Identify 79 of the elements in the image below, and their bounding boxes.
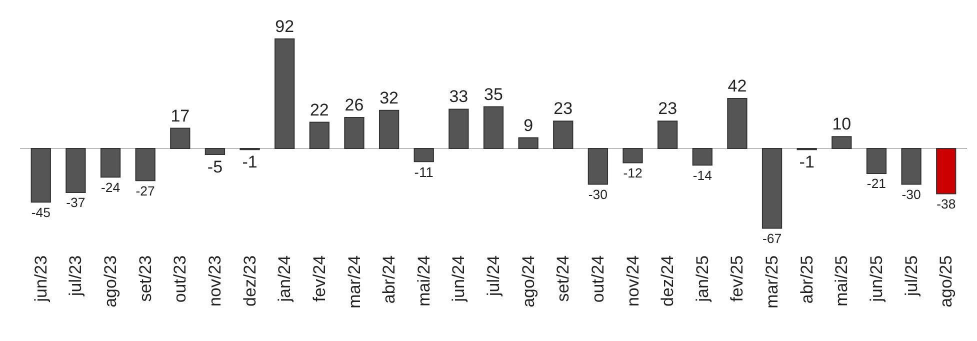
data-label: 33 bbox=[449, 87, 468, 106]
bar bbox=[66, 148, 86, 194]
x-tick-label: mai/25 bbox=[832, 255, 852, 306]
x-tick-label: jun/24 bbox=[449, 255, 468, 303]
x-tick-label: nov/23 bbox=[205, 255, 224, 306]
x-tick-label: dez/23 bbox=[240, 255, 260, 306]
x-tick-label: abr/24 bbox=[380, 255, 399, 304]
data-label: 9 bbox=[524, 116, 534, 135]
bar bbox=[658, 120, 678, 149]
x-tick-label: jul/25 bbox=[902, 255, 921, 298]
bar bbox=[30, 148, 51, 203]
bar bbox=[378, 110, 400, 149]
bar bbox=[518, 137, 538, 149]
data-label: 10 bbox=[832, 114, 852, 134]
data-label: -45 bbox=[31, 204, 50, 220]
data-label: 22 bbox=[310, 100, 329, 120]
data-label: -21 bbox=[866, 176, 886, 192]
x-tick-label: nov/24 bbox=[623, 255, 642, 306]
x-tick-label: jun/23 bbox=[31, 255, 50, 303]
x-tick-label: ago/24 bbox=[518, 255, 538, 308]
bar bbox=[204, 148, 226, 155]
data-label: -12 bbox=[623, 165, 642, 180]
bar bbox=[936, 148, 956, 194]
x-tick-label: out/24 bbox=[588, 255, 608, 303]
data-label: -1 bbox=[799, 152, 814, 172]
x-tick-label: fev/25 bbox=[728, 255, 747, 302]
x-tick-label: abr/25 bbox=[797, 255, 816, 304]
x-tick-label: jul/23 bbox=[66, 255, 86, 298]
x-tick-label: jan/25 bbox=[692, 255, 712, 303]
x-tick-label: out/23 bbox=[170, 255, 190, 303]
bar bbox=[866, 148, 887, 174]
x-tick-label: jul/24 bbox=[484, 255, 504, 298]
x-tick-label: ago/25 bbox=[936, 255, 956, 308]
x-tick-label: mai/24 bbox=[414, 255, 434, 306]
bar bbox=[170, 128, 190, 149]
bar bbox=[762, 148, 782, 229]
bar bbox=[448, 108, 469, 149]
bar bbox=[553, 120, 574, 149]
data-label: 23 bbox=[554, 99, 573, 118]
data-label: -30 bbox=[588, 186, 608, 202]
bar bbox=[344, 117, 364, 149]
data-label: -67 bbox=[762, 230, 782, 246]
data-label: 32 bbox=[380, 88, 399, 108]
data-label: -27 bbox=[136, 183, 155, 198]
data-label: -37 bbox=[66, 195, 86, 210]
x-tick-label: dez/24 bbox=[658, 255, 678, 306]
data-label: 42 bbox=[728, 76, 747, 96]
data-label: -1 bbox=[242, 152, 258, 172]
bar bbox=[274, 38, 295, 149]
bar bbox=[692, 148, 712, 166]
bar bbox=[832, 136, 852, 149]
bar bbox=[727, 98, 748, 149]
data-label: -24 bbox=[100, 180, 120, 195]
bar bbox=[414, 148, 434, 162]
data-label: 17 bbox=[170, 106, 190, 126]
bar bbox=[901, 148, 922, 185]
x-tick-label: mar/24 bbox=[344, 255, 364, 308]
bar bbox=[309, 122, 330, 149]
x-tick-label: ago/23 bbox=[101, 255, 120, 308]
data-label: -30 bbox=[902, 186, 921, 202]
x-tick-label: jan/24 bbox=[275, 255, 294, 303]
data-label: -38 bbox=[936, 196, 956, 212]
data-label: 26 bbox=[344, 96, 364, 115]
bar bbox=[100, 148, 121, 178]
x-tick-label: set/24 bbox=[554, 255, 573, 302]
x-tick-label: jun/25 bbox=[867, 255, 886, 303]
x-tick-label: fev/24 bbox=[310, 255, 329, 302]
x-tick-label: mar/25 bbox=[762, 255, 782, 308]
data-label: 92 bbox=[275, 16, 294, 36]
bar bbox=[622, 148, 643, 164]
bar bbox=[135, 148, 156, 182]
data-label: -14 bbox=[692, 168, 712, 183]
data-label: -11 bbox=[414, 164, 434, 180]
data-label: -5 bbox=[207, 157, 223, 176]
bar bbox=[588, 148, 608, 185]
bar bbox=[483, 106, 504, 149]
data-label: 23 bbox=[658, 99, 678, 118]
data-label: 35 bbox=[484, 84, 503, 104]
x-tick-label: set/23 bbox=[136, 255, 155, 302]
